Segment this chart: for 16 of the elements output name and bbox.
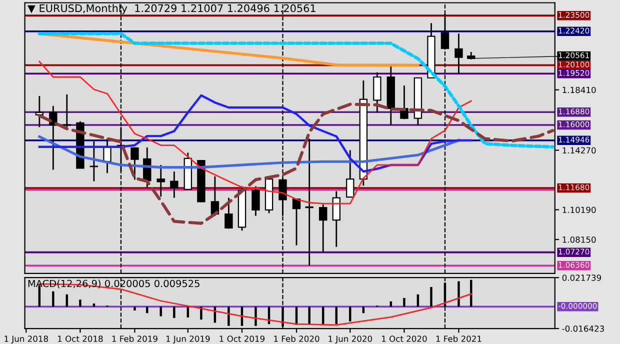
x-tick-label: 1 Feb 2020 bbox=[274, 335, 320, 342]
y-tick-label: 1.14270 bbox=[562, 147, 596, 154]
y-tick-label: 1.10190 bbox=[562, 206, 596, 214]
x-tick-label: 1 Feb 2019 bbox=[112, 335, 158, 342]
x-tick-label: 1 Jun 2020 bbox=[328, 336, 372, 344]
y-tick-label: 1.18410 bbox=[562, 86, 596, 94]
x-tick-label: 1 Oct 2019 bbox=[220, 336, 265, 342]
y-tick-label: 0.021739 bbox=[562, 274, 602, 281]
y-tick-label: 1.08150 bbox=[562, 236, 596, 243]
x-tick-label: 1 Oct 2020 bbox=[382, 336, 427, 342]
y-tick-label: -0.016423 bbox=[562, 326, 604, 332]
chart-title: ▼ EURUSD,Monthly 1.20729 1.21007 1.20496 1.20561 bbox=[27, 4, 316, 14]
x-tick-label: 1 Oct 2018 bbox=[58, 336, 103, 342]
x-tick-label: 1 Jun 2018 bbox=[4, 336, 48, 344]
x-tick-label: 1 Feb 2021 bbox=[436, 335, 482, 342]
x-tick-label: 1 Jun 2019 bbox=[166, 336, 210, 344]
